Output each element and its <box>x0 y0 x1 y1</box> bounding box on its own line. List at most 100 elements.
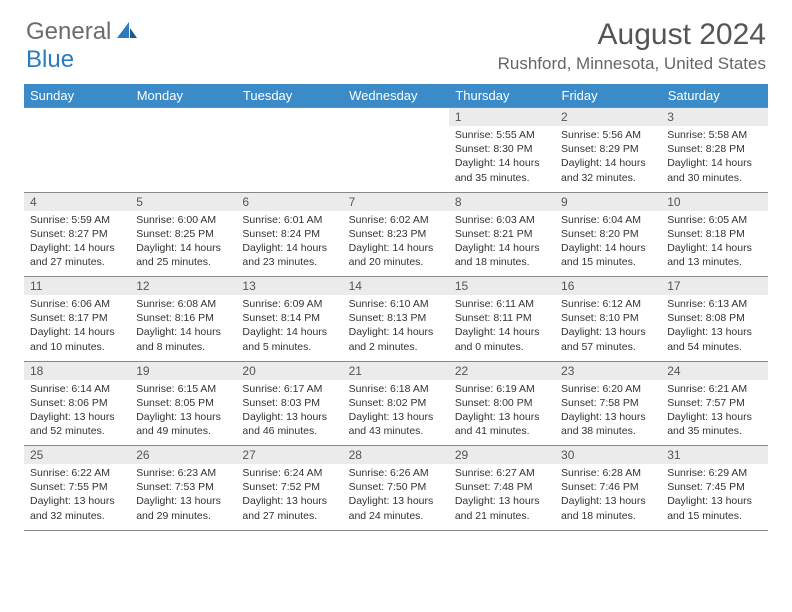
sunset-text: Sunset: 7:57 PM <box>667 396 761 410</box>
day-number: 6 <box>242 195 249 209</box>
location: Rushford, Minnesota, United States <box>498 54 766 74</box>
day-content-cell: Sunrise: 6:04 AMSunset: 8:20 PMDaylight:… <box>555 211 661 277</box>
day-content-cell: Sunrise: 6:11 AMSunset: 8:11 PMDaylight:… <box>449 295 555 361</box>
day-number-cell: 12 <box>130 277 236 296</box>
daylight-text: and 29 minutes. <box>136 509 230 523</box>
daylight-text: Daylight: 13 hours <box>561 410 655 424</box>
sunrise-text: Sunrise: 5:56 AM <box>561 128 655 142</box>
day-number: 10 <box>667 195 680 209</box>
weekday-header: Tuesday <box>236 84 342 108</box>
weekday-header: Saturday <box>661 84 767 108</box>
sunrise-text: Sunrise: 6:09 AM <box>242 297 336 311</box>
day-number-cell <box>236 108 342 127</box>
daylight-text: Daylight: 13 hours <box>30 410 124 424</box>
daylight-text: Daylight: 13 hours <box>242 494 336 508</box>
daylight-text: and 8 minutes. <box>136 340 230 354</box>
day-content-cell: Sunrise: 5:56 AMSunset: 8:29 PMDaylight:… <box>555 126 661 192</box>
sunrise-text: Sunrise: 6:19 AM <box>455 382 549 396</box>
day-number-cell: 21 <box>343 361 449 380</box>
sunset-text: Sunset: 8:24 PM <box>242 227 336 241</box>
daylight-text: and 54 minutes. <box>667 340 761 354</box>
sunrise-text: Sunrise: 6:01 AM <box>242 213 336 227</box>
sunrise-text: Sunrise: 6:15 AM <box>136 382 230 396</box>
daylight-text: Daylight: 14 hours <box>561 241 655 255</box>
day-number: 19 <box>136 364 149 378</box>
daylight-text: Daylight: 14 hours <box>349 241 443 255</box>
sunrise-text: Sunrise: 6:03 AM <box>455 213 549 227</box>
day-number: 2 <box>561 110 568 124</box>
sunrise-text: Sunrise: 6:14 AM <box>30 382 124 396</box>
day-content-row: Sunrise: 6:14 AMSunset: 8:06 PMDaylight:… <box>24 380 768 446</box>
sunset-text: Sunset: 7:55 PM <box>30 480 124 494</box>
day-content-cell: Sunrise: 6:03 AMSunset: 8:21 PMDaylight:… <box>449 211 555 277</box>
day-number-cell: 23 <box>555 361 661 380</box>
day-content-row: Sunrise: 6:06 AMSunset: 8:17 PMDaylight:… <box>24 295 768 361</box>
daylight-text: Daylight: 14 hours <box>136 241 230 255</box>
day-number: 12 <box>136 279 149 293</box>
sunset-text: Sunset: 8:00 PM <box>455 396 549 410</box>
daylight-text: Daylight: 14 hours <box>242 241 336 255</box>
weekday-header: Monday <box>130 84 236 108</box>
sunrise-text: Sunrise: 6:12 AM <box>561 297 655 311</box>
day-number-cell: 14 <box>343 277 449 296</box>
day-number-cell: 9 <box>555 192 661 211</box>
day-content-cell: Sunrise: 6:19 AMSunset: 8:00 PMDaylight:… <box>449 380 555 446</box>
daylight-text: and 46 minutes. <box>242 424 336 438</box>
day-number-cell: 19 <box>130 361 236 380</box>
month-title: August 2024 <box>498 18 766 52</box>
day-content-row: Sunrise: 5:59 AMSunset: 8:27 PMDaylight:… <box>24 211 768 277</box>
sunset-text: Sunset: 7:58 PM <box>561 396 655 410</box>
daylight-text: and 2 minutes. <box>349 340 443 354</box>
day-number-row: 25262728293031 <box>24 446 768 465</box>
sunrise-text: Sunrise: 6:17 AM <box>242 382 336 396</box>
daylight-text: and 18 minutes. <box>455 255 549 269</box>
daylight-text: and 32 minutes. <box>561 171 655 185</box>
daylight-text: Daylight: 14 hours <box>136 325 230 339</box>
logo: General <box>26 18 140 46</box>
day-content-cell <box>236 126 342 192</box>
sunrise-text: Sunrise: 6:00 AM <box>136 213 230 227</box>
day-number: 4 <box>30 195 37 209</box>
sunset-text: Sunset: 8:05 PM <box>136 396 230 410</box>
sunset-text: Sunset: 7:48 PM <box>455 480 549 494</box>
day-number-cell: 31 <box>661 446 767 465</box>
day-content-cell: Sunrise: 6:26 AMSunset: 7:50 PMDaylight:… <box>343 464 449 530</box>
day-number: 24 <box>667 364 680 378</box>
weekday-header-row: Sunday Monday Tuesday Wednesday Thursday… <box>24 84 768 108</box>
daylight-text: and 10 minutes. <box>30 340 124 354</box>
day-number-cell: 27 <box>236 446 342 465</box>
day-content-cell: Sunrise: 6:28 AMSunset: 7:46 PMDaylight:… <box>555 464 661 530</box>
day-number-cell: 18 <box>24 361 130 380</box>
day-number: 31 <box>667 448 680 462</box>
daylight-text: Daylight: 13 hours <box>561 325 655 339</box>
daylight-text: Daylight: 13 hours <box>30 494 124 508</box>
daylight-text: and 32 minutes. <box>30 509 124 523</box>
title-block: August 2024 Rushford, Minnesota, United … <box>498 18 766 74</box>
day-number-row: 11121314151617 <box>24 277 768 296</box>
day-number: 28 <box>349 448 362 462</box>
sunrise-text: Sunrise: 6:11 AM <box>455 297 549 311</box>
day-number: 13 <box>242 279 255 293</box>
day-number: 1 <box>455 110 462 124</box>
sunrise-text: Sunrise: 6:13 AM <box>667 297 761 311</box>
day-number: 29 <box>455 448 468 462</box>
day-number: 30 <box>561 448 574 462</box>
daylight-text: and 43 minutes. <box>349 424 443 438</box>
sunset-text: Sunset: 8:20 PM <box>561 227 655 241</box>
day-number: 17 <box>667 279 680 293</box>
day-number-cell: 1 <box>449 108 555 127</box>
daylight-text: and 15 minutes. <box>667 509 761 523</box>
day-number-row: 45678910 <box>24 192 768 211</box>
day-number: 5 <box>136 195 143 209</box>
day-content-cell: Sunrise: 6:22 AMSunset: 7:55 PMDaylight:… <box>24 464 130 530</box>
daylight-text: and 52 minutes. <box>30 424 124 438</box>
daylight-text: and 21 minutes. <box>455 509 549 523</box>
day-number-cell: 3 <box>661 108 767 127</box>
day-number-cell: 22 <box>449 361 555 380</box>
day-content-cell: Sunrise: 5:58 AMSunset: 8:28 PMDaylight:… <box>661 126 767 192</box>
day-number: 26 <box>136 448 149 462</box>
daylight-text: Daylight: 14 hours <box>30 241 124 255</box>
sunset-text: Sunset: 8:10 PM <box>561 311 655 325</box>
day-content-cell: Sunrise: 6:29 AMSunset: 7:45 PMDaylight:… <box>661 464 767 530</box>
day-number: 21 <box>349 364 362 378</box>
